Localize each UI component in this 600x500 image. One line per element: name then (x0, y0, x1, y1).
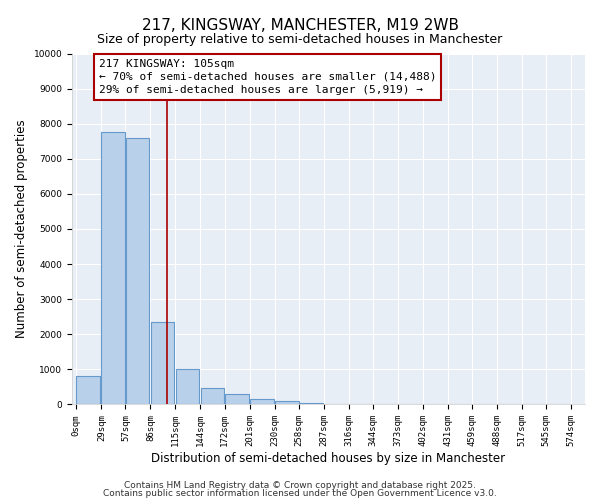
Text: 217 KINGSWAY: 105sqm
← 70% of semi-detached houses are smaller (14,488)
29% of s: 217 KINGSWAY: 105sqm ← 70% of semi-detac… (99, 59, 436, 95)
Bar (125, 138, 149, 404)
Bar (76, 376, 100, 404)
Bar (151, 322, 175, 404)
Bar (176, 370, 199, 404)
Bar (299, 402, 323, 404)
X-axis label: Distribution of semi-detached houses by size in Manchester: Distribution of semi-detached houses by … (151, 452, 506, 465)
Bar (275, 400, 299, 404)
Bar (101, 132, 125, 404)
Bar (250, 399, 274, 404)
Text: Contains public sector information licensed under the Open Government Licence v3: Contains public sector information licen… (103, 489, 497, 498)
Text: Size of property relative to semi-detached houses in Manchester: Size of property relative to semi-detach… (97, 32, 503, 46)
Text: Contains HM Land Registry data © Crown copyright and database right 2025.: Contains HM Land Registry data © Crown c… (124, 480, 476, 490)
Bar (200, 388, 224, 404)
Bar (225, 394, 248, 404)
Y-axis label: Number of semi-detached properties: Number of semi-detached properties (15, 120, 28, 338)
Text: 217, KINGSWAY, MANCHESTER, M19 2WB: 217, KINGSWAY, MANCHESTER, M19 2WB (142, 18, 458, 32)
